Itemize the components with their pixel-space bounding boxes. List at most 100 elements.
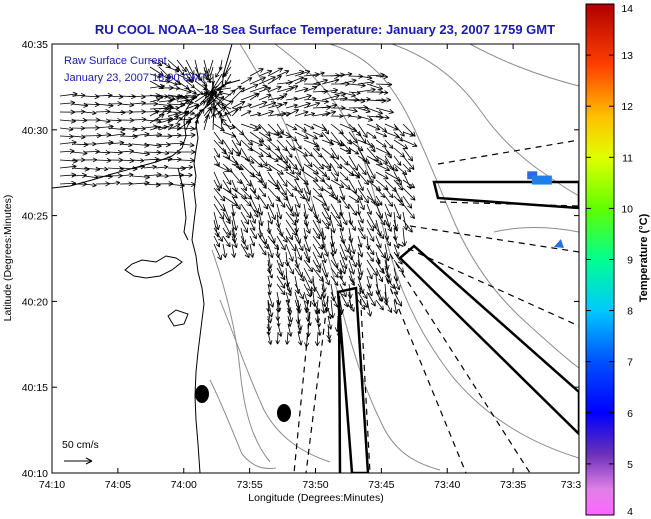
current-arrow (267, 267, 273, 279)
current-arrow (393, 275, 401, 291)
current-arrow (194, 108, 205, 124)
current-arrow (119, 133, 138, 140)
current-arrow (294, 195, 301, 209)
current-arrow (357, 79, 375, 85)
current-arrow (194, 119, 199, 131)
current-arrow (303, 267, 313, 284)
current-arrow (339, 78, 357, 85)
current-arrow (294, 77, 308, 85)
current-arrow (393, 131, 404, 142)
current-arrow (185, 114, 200, 124)
current-arrow (119, 117, 135, 123)
current-arrow (357, 139, 375, 148)
current-arrow (294, 155, 305, 172)
current-arrow (393, 219, 399, 232)
current-arrow (257, 219, 263, 238)
dashed-lane-line (409, 225, 579, 253)
current-arrow (155, 142, 171, 148)
current-arrow (267, 211, 274, 225)
current-arrow (321, 203, 331, 221)
current-arrow (95, 124, 114, 130)
current-arrow (384, 163, 399, 172)
current-arrow (339, 147, 352, 154)
current-arrow (276, 275, 286, 289)
lane-boundary (336, 286, 370, 473)
x-tick-label: 74:10 (39, 479, 65, 491)
current-arrow (401, 227, 407, 247)
current-arrow (294, 179, 303, 194)
current-arrow (249, 93, 260, 101)
current-arrow (240, 235, 249, 251)
current-arrow (213, 123, 225, 132)
current-arrow (375, 227, 385, 240)
current-arrow (402, 187, 416, 201)
current-arrow (59, 118, 76, 124)
current-arrow (303, 219, 311, 234)
current-arrow (331, 105, 346, 111)
current-arrow (213, 235, 220, 248)
current-arrow (366, 155, 383, 166)
current-arrow (329, 299, 336, 319)
current-arrow (131, 100, 146, 106)
current-arrow (258, 155, 268, 167)
coastline-segment (167, 309, 189, 327)
current-arrow (222, 108, 239, 117)
current-arrow (203, 113, 210, 131)
current-arrow (393, 187, 403, 203)
x-axis: 74:10 74:05 74:00 73:55 73:50 73:45 73:40 73:35… (39, 44, 581, 491)
current-arrow (276, 195, 286, 208)
current-arrow (222, 66, 232, 78)
current-arrow (285, 103, 298, 109)
current-arrow (366, 72, 385, 78)
current-arrow (339, 291, 349, 308)
land-markers (195, 385, 291, 422)
current-arrow (294, 187, 305, 200)
current-arrow (366, 291, 376, 307)
current-arrow (366, 171, 374, 184)
current-arrow (231, 235, 238, 249)
x-tick-label: 74:00 (171, 479, 197, 491)
lane-boundary (432, 180, 579, 210)
current-arrow (375, 235, 382, 249)
current-arrow (303, 131, 318, 140)
current-arrow (131, 109, 146, 115)
current-arrow (327, 331, 332, 343)
current-arrow (213, 155, 220, 167)
colorbar-tick-label: 10 (621, 203, 633, 215)
current-arrow (107, 180, 121, 186)
colorbar-tick-label: 12 (621, 101, 633, 113)
current-arrow (266, 315, 272, 332)
current-arrow (312, 283, 322, 300)
current-arrow (375, 114, 390, 120)
current-arrow (303, 147, 313, 157)
plot-frame (51, 43, 580, 474)
current-arrow (276, 219, 284, 237)
current-arrow (213, 195, 226, 212)
current-arrow (276, 235, 286, 251)
sst-patches (527, 171, 564, 249)
current-arrow (179, 172, 193, 178)
coastline (52, 44, 241, 473)
current-arrow (213, 147, 220, 158)
current-arrow (357, 155, 371, 164)
current-arrow (179, 126, 196, 132)
lane-boundary (337, 295, 342, 473)
current-arrow (231, 163, 244, 171)
current-arrow (375, 97, 391, 103)
current-arrow (307, 315, 312, 327)
current-arrow (357, 115, 374, 122)
current-arrow (393, 299, 399, 315)
current-arrow (59, 172, 77, 178)
current-arrow (294, 163, 301, 176)
current-arrow (155, 164, 169, 170)
current-arrow (267, 131, 283, 139)
current-arrow (158, 123, 174, 131)
current-arrow (321, 93, 340, 101)
current-arrow (258, 86, 272, 93)
colorbar-tick-label: 7 (627, 357, 633, 369)
current-arrow (218, 113, 224, 131)
current-arrow (131, 142, 150, 148)
current-arrow (107, 126, 126, 132)
current-arrow (240, 83, 259, 93)
current-arrow (285, 85, 299, 93)
